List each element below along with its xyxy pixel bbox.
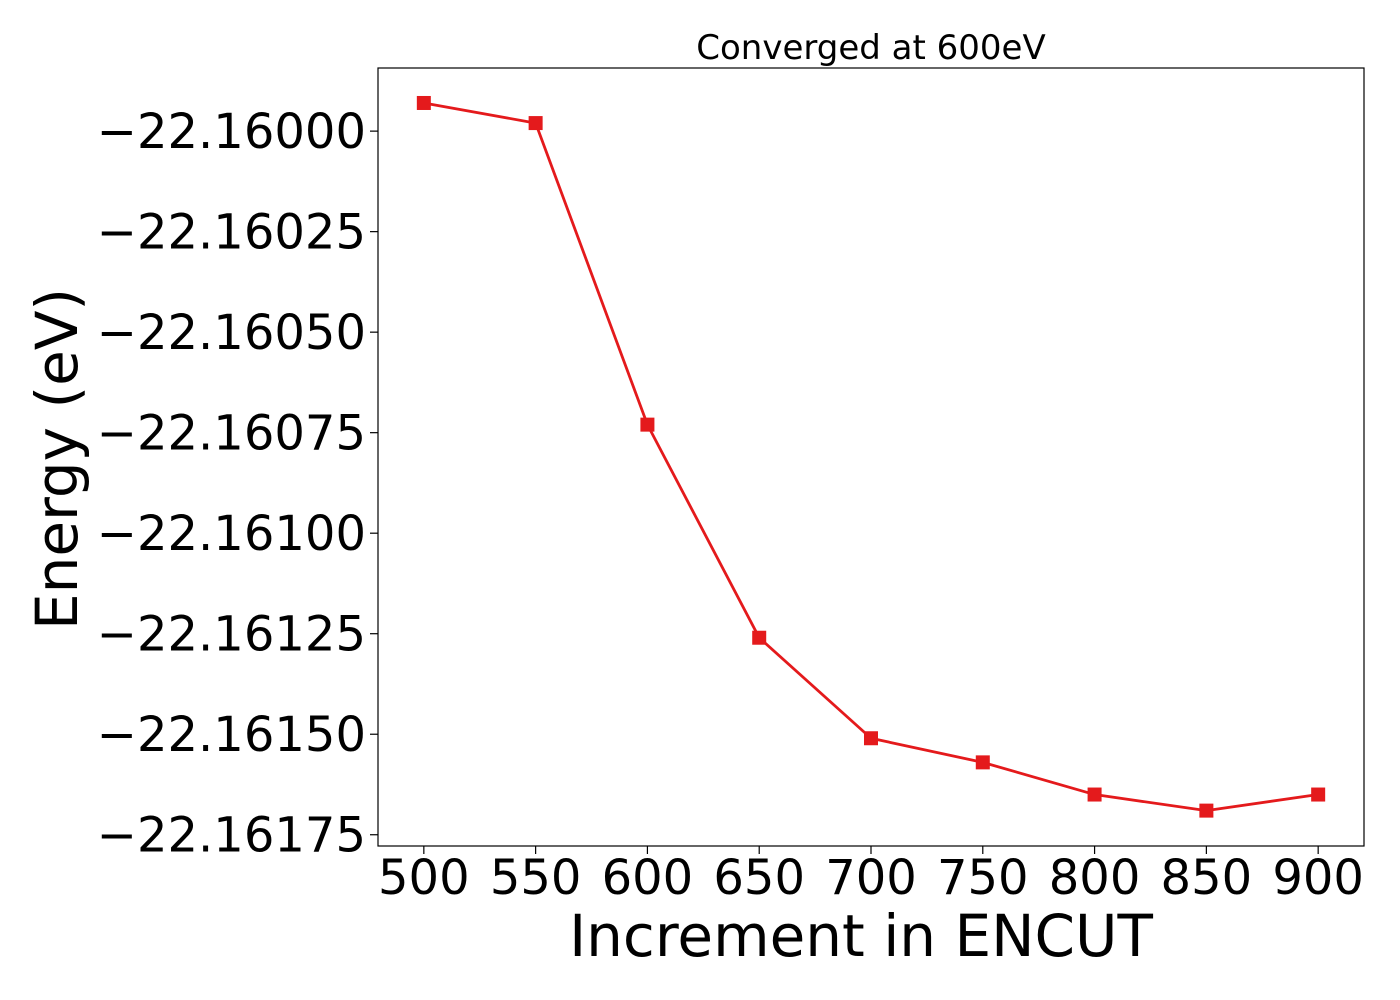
y-axis-ticks: −22.16000 −22.16025 −22.16050 −22.16075 −22.… — [97, 104, 378, 864]
x-tick-label: 500 — [378, 850, 470, 906]
y-tick-label: −22.16150 — [97, 707, 366, 763]
x-tick-label: 650 — [713, 850, 805, 906]
chart-title: Converged at 600eV — [696, 28, 1045, 68]
y-axis-label: Energy (eV) — [23, 288, 91, 630]
y-tick-label: −22.16050 — [97, 305, 366, 361]
x-tick-label: 850 — [1161, 850, 1253, 906]
x-tick-label: 900 — [1272, 850, 1364, 906]
y-tick-label: −22.16125 — [97, 607, 366, 663]
x-axis-label: Increment in ENCUT — [569, 902, 1153, 970]
series-layer — [416, 95, 1326, 818]
data-point-marker — [864, 731, 878, 746]
y-tick-label: −22.16000 — [97, 104, 366, 160]
data-point-marker — [416, 95, 431, 110]
data-point-marker — [1087, 787, 1102, 802]
data-point-marker — [528, 116, 543, 131]
y-tick-label: −22.16075 — [97, 406, 366, 462]
data-point-marker — [640, 417, 655, 432]
y-tick-label: −22.16025 — [97, 205, 366, 261]
x-tick-label: 600 — [602, 850, 694, 906]
data-point-marker — [975, 755, 990, 770]
data-point-marker — [752, 630, 767, 645]
x-tick-label: 750 — [937, 850, 1029, 906]
x-tick-label: 550 — [490, 850, 582, 906]
data-point-marker — [1311, 787, 1326, 802]
y-tick-label: −22.16100 — [97, 506, 366, 562]
x-tick-label: 800 — [1049, 850, 1141, 906]
plot-frame — [377, 67, 1365, 847]
x-axis-ticks: 500 550 600 650 700 750 800 850 900 — [378, 846, 1364, 906]
data-point-marker — [1199, 803, 1214, 818]
y-tick-label: −22.16175 — [97, 808, 366, 864]
x-tick-label: 700 — [825, 850, 917, 906]
